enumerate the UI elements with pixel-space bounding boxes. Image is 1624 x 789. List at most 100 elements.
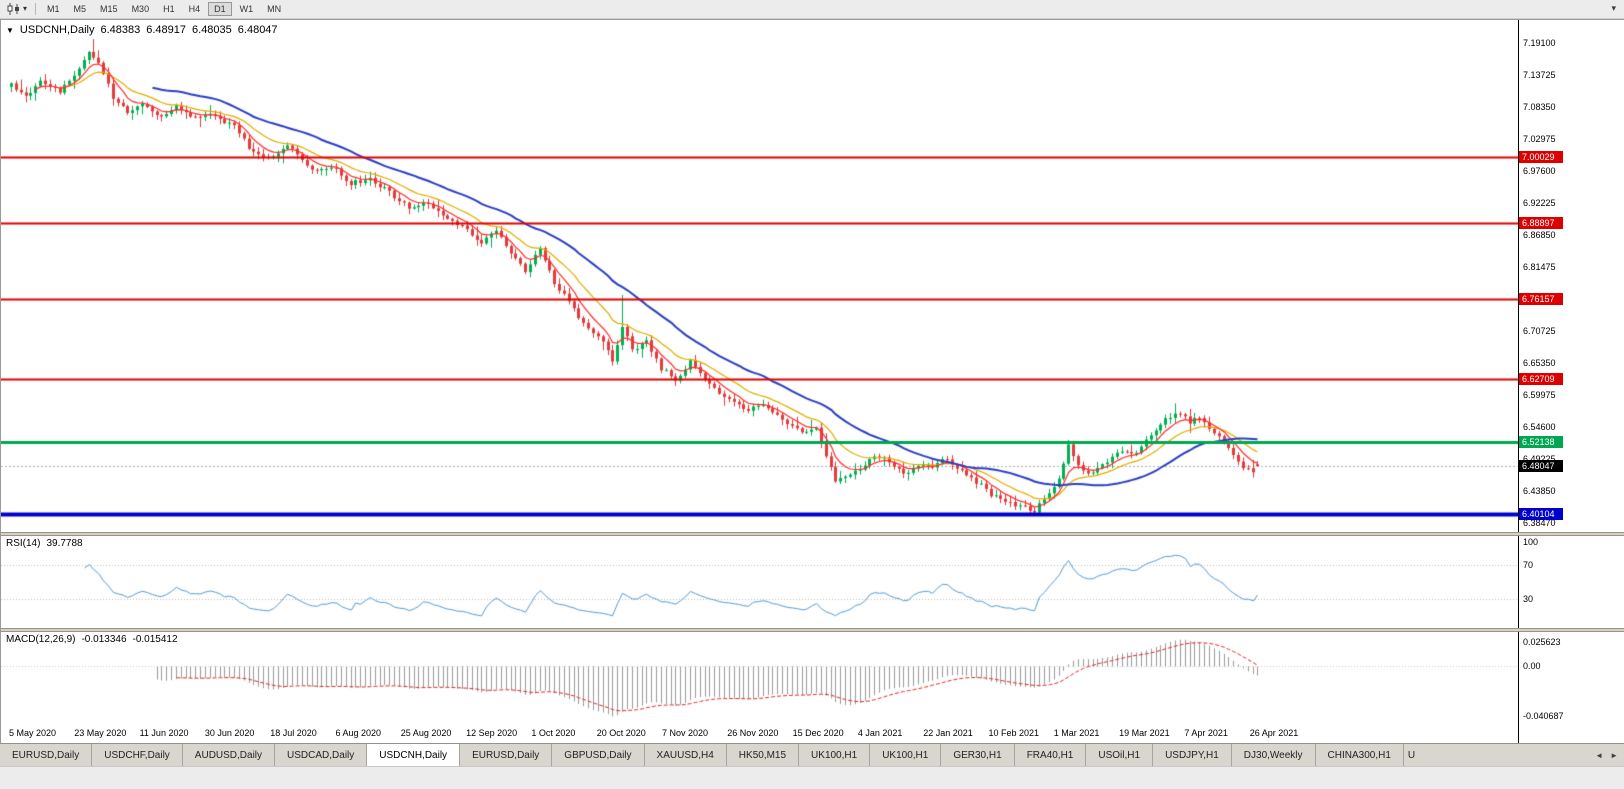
price-tick: 6.81475	[1523, 262, 1556, 273]
chart-tab-dj30-weekly[interactable]: DJ30,Weekly	[1232, 744, 1316, 766]
date-axis[interactable]: 5 May 2020 23 May 2020 11 Jun 2020 30 Jun 2…	[1, 724, 1518, 743]
ohlc-low: 6.48035	[192, 24, 232, 36]
chart-tab-usoil-h1[interactable]: USOil,H1	[1086, 744, 1154, 766]
rsi-panel: RSI(14) 39.7788	[1, 536, 1518, 628]
chart-tab-uk100-h1[interactable]: UK100,H1	[799, 744, 871, 766]
tab-scroll-left-icon[interactable]: ◄	[1595, 750, 1604, 760]
date-label: 7 Apr 2021	[1184, 728, 1228, 738]
chart-tab-hk50-m15[interactable]: HK50,M15	[727, 744, 800, 766]
date-label: 1 Mar 2021	[1053, 728, 1100, 738]
price-tick: 6.43850	[1523, 486, 1556, 497]
timeframe-button-w1[interactable]: W1	[239, 4, 254, 14]
chart-window: ▼ USDCNH,Daily 6.48383 6.48917 6.48035 6…	[0, 19, 1624, 743]
date-label: 5 May 2020	[9, 728, 57, 738]
macd-tick-bottom: -0.040687	[1523, 711, 1564, 721]
macd-tick-top: 0.025623	[1523, 637, 1561, 647]
date-label: 6 Aug 2020	[335, 728, 382, 738]
price-tick: 6.54600	[1523, 422, 1556, 433]
toolbar-overflow-icon[interactable]: ▾	[1611, 3, 1616, 13]
rsi-name: RSI(14)	[6, 538, 41, 549]
level-price-tag: 6.88897	[1519, 217, 1563, 230]
rsi-tick: 70	[1523, 559, 1534, 570]
date-label: 26 Apr 2021	[1249, 728, 1299, 738]
price-tick: 6.70725	[1523, 326, 1556, 337]
level-price-tag: 6.76157	[1519, 292, 1563, 305]
price-tick: 6.65350	[1523, 358, 1556, 369]
price-tick: 6.97600	[1523, 166, 1556, 177]
timeframe-buttons: M1 M5 M15 M30 H1 H4 D1 W1 MN	[40, 2, 288, 16]
date-label: 22 Jan 2021	[923, 728, 973, 738]
date-label: 12 Sep 2020	[466, 728, 518, 738]
date-label: 4 Jan 2021	[857, 728, 903, 738]
timeframe-button-h1[interactable]: H1	[163, 4, 175, 14]
macd-axis[interactable]: 0.025623 0.00 -0.040687	[1518, 632, 1624, 724]
chart-tab-audusd-daily[interactable]: AUDUSD,Daily	[183, 744, 276, 766]
price-axis[interactable]: 7.19100 7.13725 7.08350 7.02975 6.97600 6.922…	[1518, 20, 1624, 532]
level-price-tag: 6.40104	[1519, 507, 1563, 520]
level-price-tag: 6.62709	[1519, 372, 1563, 385]
chart-tab-uk100-h1[interactable]: UK100,H1	[870, 744, 942, 766]
price-tick: 6.92225	[1523, 198, 1556, 209]
date-label: 26 Nov 2020	[727, 728, 779, 738]
timeframe-button-h4[interactable]: H4	[188, 4, 201, 14]
date-label: 18 Jul 2020	[270, 728, 317, 738]
status-bar	[0, 766, 1624, 789]
chart-tab-usdcad-daily[interactable]: USDCAD,Daily	[275, 744, 368, 766]
main-chart-panel: ▼ USDCNH,Daily 6.48383 6.48917 6.48035 6…	[1, 20, 1518, 532]
timeframe-button-m1[interactable]: M1	[47, 4, 60, 14]
chart-type-icon[interactable]: ▾	[3, 3, 31, 15]
price-tick: 7.19100	[1523, 38, 1556, 49]
price-tick: 6.86850	[1523, 230, 1556, 241]
date-label: 30 Jun 2020	[204, 728, 255, 738]
macd-canvas[interactable]	[1, 632, 1518, 724]
timeframe-button-m15[interactable]: M15	[100, 4, 118, 14]
price-chart-canvas[interactable]	[1, 20, 1518, 532]
chart-tab-usdchf-daily[interactable]: USDCHF,Daily	[92, 744, 183, 766]
chart-tab-xauusd-h4[interactable]: XAUUSD,H4	[645, 744, 727, 766]
timeframe-button-d1[interactable]: D1	[208, 2, 232, 16]
chart-ohlc-header: ▼ USDCNH,Daily 6.48383 6.48917 6.48035 6…	[6, 24, 278, 36]
chevron-down-icon: ▾	[23, 4, 28, 13]
chart-tab-bar: EURUSD,Daily USDCHF,Daily AUDUSD,Daily USDC…	[0, 743, 1624, 766]
date-label: 19 Mar 2021	[1119, 728, 1170, 738]
panel-splitter[interactable]	[1, 532, 1624, 536]
chart-tab-eurusd-daily[interactable]: EURUSD,Daily	[0, 744, 93, 766]
timeframe-button-mn[interactable]: MN	[267, 4, 282, 14]
tab-scroll-right-icon[interactable]: ►	[1610, 750, 1618, 760]
price-tick: 6.59975	[1523, 390, 1556, 401]
chart-tab-partial[interactable]: U	[1407, 749, 1416, 761]
macd-main-value: -0.013346	[81, 634, 127, 645]
date-label: 25 Aug 2020	[400, 728, 452, 738]
chart-tab-usdcnh-daily[interactable]: USDCNH,Daily	[367, 744, 461, 766]
macd-name: MACD(12,26,9)	[6, 634, 76, 645]
chart-tab-eurusd-daily[interactable]: EURUSD,Daily	[460, 744, 553, 766]
timeframe-toolbar: ▾ M1 M5 M15 M30 H1 H4 D1 W1 MN ▾	[0, 0, 1624, 19]
level-price-tag: 7.00029	[1519, 150, 1563, 163]
axis-corner	[1518, 724, 1624, 743]
toolbar-separator	[35, 3, 37, 15]
rsi-canvas[interactable]	[1, 536, 1518, 628]
ohlc-close: 6.48047	[237, 24, 278, 36]
timeframe-button-m30[interactable]: M30	[131, 4, 150, 14]
chart-tab-china300-h1[interactable]: CHINA300,H1	[1316, 744, 1404, 766]
date-label: 7 Nov 2020	[662, 728, 709, 738]
chart-tabs: EURUSD,Daily USDCHF,Daily AUDUSD,Daily USDC…	[0, 744, 1404, 766]
price-tick: 7.02975	[1523, 134, 1556, 145]
chart-tab-gbpusd-daily[interactable]: GBPUSD,Daily	[552, 744, 645, 766]
rsi-header: RSI(14) 39.7788	[6, 538, 83, 549]
chart-tab-ger30-h1[interactable]: GER30,H1	[941, 744, 1015, 766]
chart-symbol-period: USDCNH,Daily	[19, 24, 95, 36]
rsi-tick: 30	[1523, 594, 1534, 605]
date-label: 15 Dec 2020	[792, 728, 844, 738]
chart-tab-usdjpy-h1[interactable]: USDJPY,H1	[1153, 744, 1232, 766]
price-tick: 6.38470	[1523, 518, 1556, 529]
rsi-axis[interactable]: 100 70 30	[1518, 536, 1624, 628]
timeframe-button-m5[interactable]: M5	[73, 4, 87, 14]
collapse-arrow-icon[interactable]: ▼	[6, 25, 14, 35]
ohlc-open: 6.48383	[100, 24, 141, 36]
macd-header: MACD(12,26,9) -0.013346 -0.015412	[6, 634, 178, 645]
chart-tab-fra40-h1[interactable]: FRA40,H1	[1015, 744, 1087, 766]
date-label: 1 Oct 2020	[531, 728, 576, 738]
panel-splitter[interactable]	[1, 628, 1624, 632]
price-tick: 7.13725	[1523, 70, 1556, 81]
